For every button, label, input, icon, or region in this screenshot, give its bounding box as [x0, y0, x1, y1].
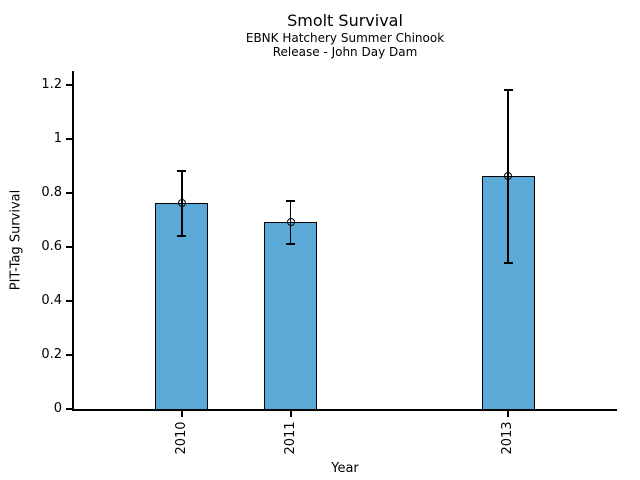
- x-tick: [507, 410, 510, 417]
- data-point-marker: [504, 172, 513, 181]
- y-tick: [66, 408, 73, 411]
- x-axis-spine: [72, 409, 617, 411]
- y-tick-label: 0.2: [41, 346, 62, 362]
- error-bar-cap-bottom: [286, 243, 296, 245]
- error-bar-cap-bottom: [503, 262, 513, 264]
- y-axis-spine: [72, 71, 74, 410]
- data-point-marker: [286, 218, 295, 227]
- error-bar-cap-top: [286, 199, 296, 202]
- x-tick-label: 2010: [173, 421, 189, 455]
- error-bar-cap-bottom: [177, 235, 187, 237]
- error-bar-cap-top: [177, 170, 187, 172]
- y-tick: [66, 137, 73, 140]
- chart-title: Smolt Survival: [287, 11, 403, 30]
- y-tick-label: 0: [53, 401, 62, 416]
- x-tick: [289, 410, 292, 417]
- x-tick-label: 2013: [500, 421, 516, 455]
- y-tick-label: 0.4: [41, 292, 62, 308]
- y-tick: [66, 191, 73, 194]
- y-tick-label: 1.2: [41, 76, 62, 92]
- x-axis-label: Year: [331, 461, 359, 476]
- x-tick: [181, 410, 183, 417]
- y-tick: [66, 245, 73, 248]
- bar: [263, 222, 318, 410]
- x-tick-label: 2011: [282, 421, 298, 455]
- chart-subtitle-line2: Release - John Day Dam: [272, 45, 418, 59]
- y-tick-label: 1: [53, 130, 62, 146]
- chart-subtitle-line1: EBNK Hatchery Summer Chinook: [245, 31, 445, 45]
- y-tick: [66, 354, 73, 357]
- y-tick-label: 0.8: [41, 184, 62, 200]
- y-tick: [66, 300, 73, 303]
- y-tick: [66, 83, 73, 86]
- error-bar-cap-top: [503, 89, 513, 91]
- y-tick-label: 0.6: [41, 238, 62, 254]
- data-point-marker: [177, 199, 186, 208]
- bar: [155, 203, 209, 410]
